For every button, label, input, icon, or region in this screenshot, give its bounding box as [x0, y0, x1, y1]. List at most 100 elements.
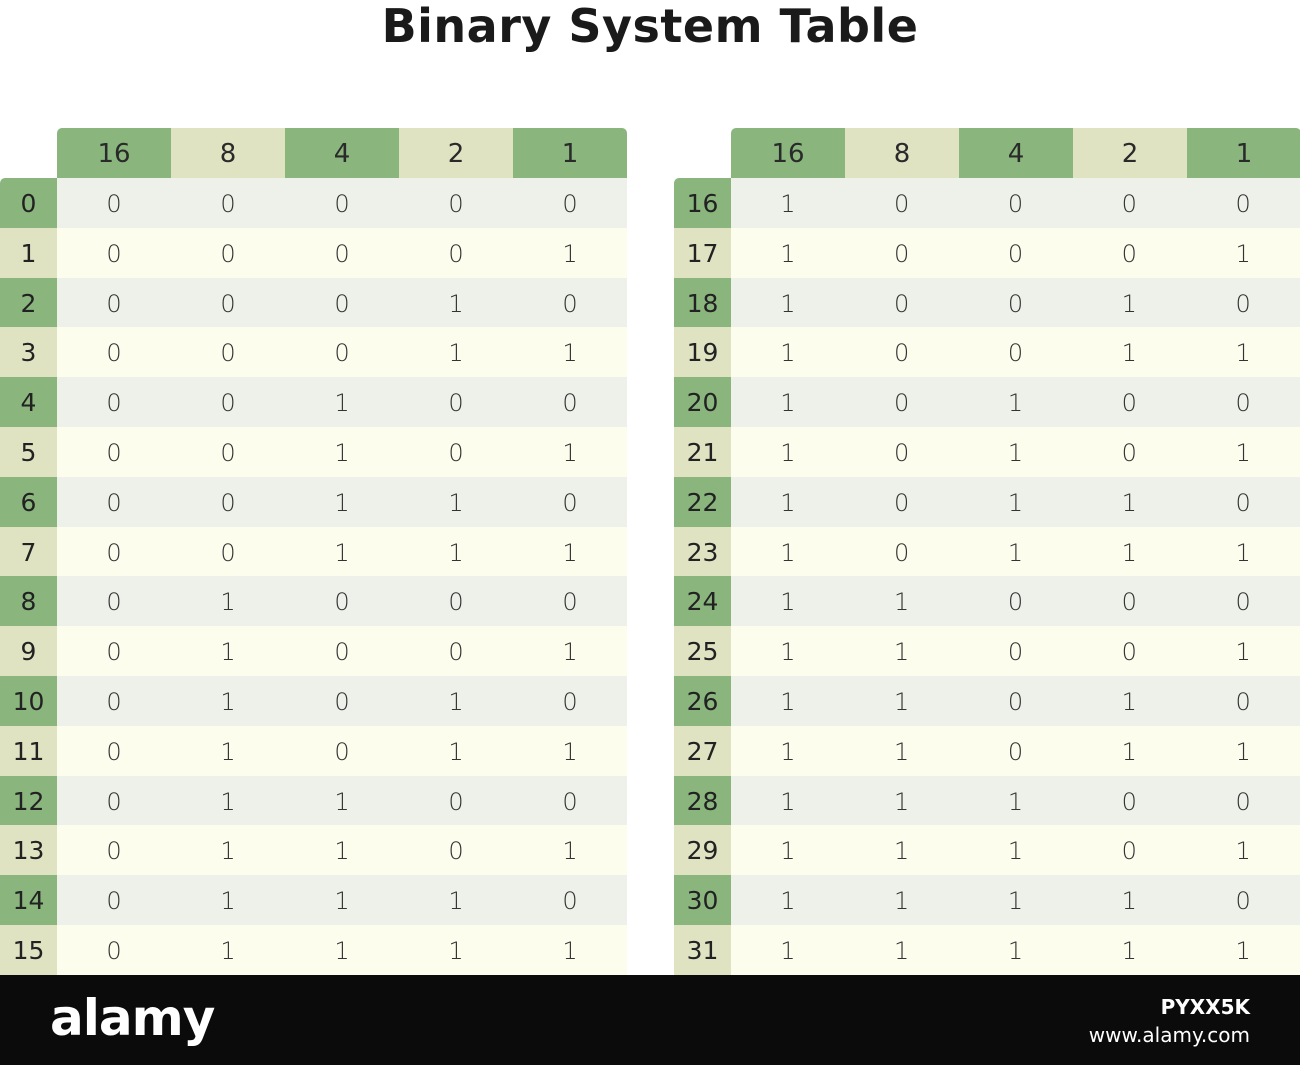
- row-label: 31: [674, 924, 731, 975]
- bit-cell: 1: [562, 638, 578, 667]
- column-header: 2: [399, 128, 513, 178]
- table-row: 1 1 1 1 1: [731, 924, 1300, 975]
- table-row: 0 1 1 1 1: [57, 924, 627, 975]
- bit-cell: 0: [1121, 389, 1137, 418]
- bit-cell: 0: [334, 339, 350, 368]
- bit-cell: 0: [894, 339, 910, 368]
- bit-cell: 1: [894, 687, 910, 716]
- bit-cell: 1: [334, 936, 350, 965]
- row-label: 11: [0, 725, 57, 776]
- bit-cell: 0: [448, 190, 464, 218]
- bit-cell: 1: [562, 438, 578, 467]
- table-row: 1 0 0 1 0: [731, 277, 1300, 328]
- bit-cell: 1: [780, 837, 796, 866]
- bit-cell: 0: [1121, 588, 1137, 617]
- table-row: 1 1 1 0 0: [731, 775, 1300, 826]
- bit-cell: 0: [334, 638, 350, 667]
- table-row: 0 0 1 0 1: [57, 426, 627, 477]
- column-header: 2: [1073, 128, 1187, 178]
- row-label: 22: [674, 476, 731, 527]
- table-row: 1 0 1 0 0: [731, 377, 1300, 427]
- bit-cell: 0: [562, 289, 578, 318]
- column-header: 4: [285, 128, 399, 178]
- bit-cell: 1: [1007, 389, 1024, 418]
- table-row: 0 0 1 0 0: [57, 377, 627, 427]
- bit-cell: 0: [894, 239, 910, 268]
- table-row: 1 0 0 1 1: [731, 327, 1300, 378]
- column-header: 4: [959, 128, 1073, 178]
- table-row: 1 0 1 1 1: [731, 526, 1300, 577]
- bit-cell: 0: [1007, 190, 1024, 218]
- bit-cell: 1: [220, 887, 236, 916]
- bit-cell: 1: [780, 638, 796, 667]
- table-row: 1 1 1 0 1: [731, 825, 1300, 876]
- bit-cell: 1: [894, 638, 910, 667]
- bit-cell: 0: [1235, 687, 1251, 716]
- bit-cell: 0: [1007, 289, 1024, 318]
- bit-cell: 1: [562, 339, 578, 368]
- bit-cell: 0: [1007, 687, 1024, 716]
- bit-cell: 0: [448, 787, 464, 816]
- bit-cell: 0: [562, 190, 578, 218]
- bit-cell: 0: [1007, 588, 1024, 617]
- bit-cell: 1: [780, 737, 796, 766]
- table-row: 1 1 0 0 0: [731, 576, 1300, 627]
- row-label: 10: [0, 675, 57, 726]
- bit-cell: 0: [220, 438, 236, 467]
- row-label: 6: [0, 476, 57, 527]
- bit-cell: 0: [1121, 638, 1137, 667]
- bit-cell: 1: [780, 389, 796, 418]
- bit-cell: 0: [334, 687, 350, 716]
- bit-cell: 0: [894, 289, 910, 318]
- bit-cell: 0: [448, 438, 464, 467]
- bit-cell: 0: [1007, 239, 1024, 268]
- bit-cell: 0: [448, 588, 464, 617]
- bit-cell: 0: [106, 389, 122, 418]
- table-row: 1 1 0 0 1: [731, 626, 1300, 676]
- bit-cell: 0: [1121, 438, 1137, 467]
- bit-cell: 1: [448, 737, 464, 766]
- bit-cell: 0: [220, 339, 236, 368]
- bit-cell: 1: [220, 936, 236, 965]
- bit-cell: 0: [448, 239, 464, 268]
- bit-cell: 1: [1235, 936, 1251, 965]
- column-header: 16: [731, 128, 845, 178]
- bit-cell: 1: [780, 239, 796, 268]
- bit-cell: 1: [1121, 488, 1137, 517]
- row-label: 13: [0, 825, 57, 876]
- bit-cell: 1: [1007, 787, 1024, 816]
- bit-cell: 1: [1007, 936, 1024, 965]
- image-id: PYXX5K: [1160, 995, 1250, 1019]
- row-label: 24: [674, 576, 731, 627]
- bit-cell: 1: [894, 588, 910, 617]
- bit-cell: 0: [1235, 190, 1251, 218]
- bit-cell: 1: [334, 837, 350, 866]
- bit-cell: 0: [1121, 787, 1137, 816]
- bit-cell: 1: [448, 289, 464, 318]
- bit-cell: 1: [1235, 239, 1251, 268]
- bit-cell: 0: [334, 289, 350, 318]
- brand-logo: alamy: [50, 989, 215, 1047]
- bit-cell: 1: [780, 488, 796, 517]
- row-label: 14: [0, 875, 57, 925]
- row-label: 30: [674, 875, 731, 925]
- table-row: 1 0 1 1 0: [731, 476, 1300, 527]
- bit-cell: 0: [106, 538, 122, 567]
- table-row: 1 1 1 1 0: [731, 875, 1300, 925]
- bit-cell: 0: [562, 787, 578, 816]
- bit-cell: 1: [780, 588, 796, 617]
- bit-cell: 1: [334, 389, 350, 418]
- bit-cell: 1: [220, 638, 236, 667]
- bit-cell: 0: [106, 339, 122, 368]
- row-label: 26: [674, 675, 731, 726]
- site-url: www.alamy.com: [1088, 1023, 1250, 1047]
- bit-cell: 0: [220, 538, 236, 567]
- bit-cell: 1: [1121, 339, 1137, 368]
- bit-cell: 0: [220, 239, 236, 268]
- table-row: 0 1 1 1 0: [57, 875, 627, 925]
- bit-cell: 0: [1121, 190, 1137, 218]
- row-label-column: 0 1 2 3 4 5 6 7 8 9 10 11 12 13 14 15: [0, 178, 58, 975]
- bit-cell: 1: [1235, 438, 1251, 467]
- bit-cell: 0: [220, 488, 236, 517]
- bit-cell: 1: [334, 887, 350, 916]
